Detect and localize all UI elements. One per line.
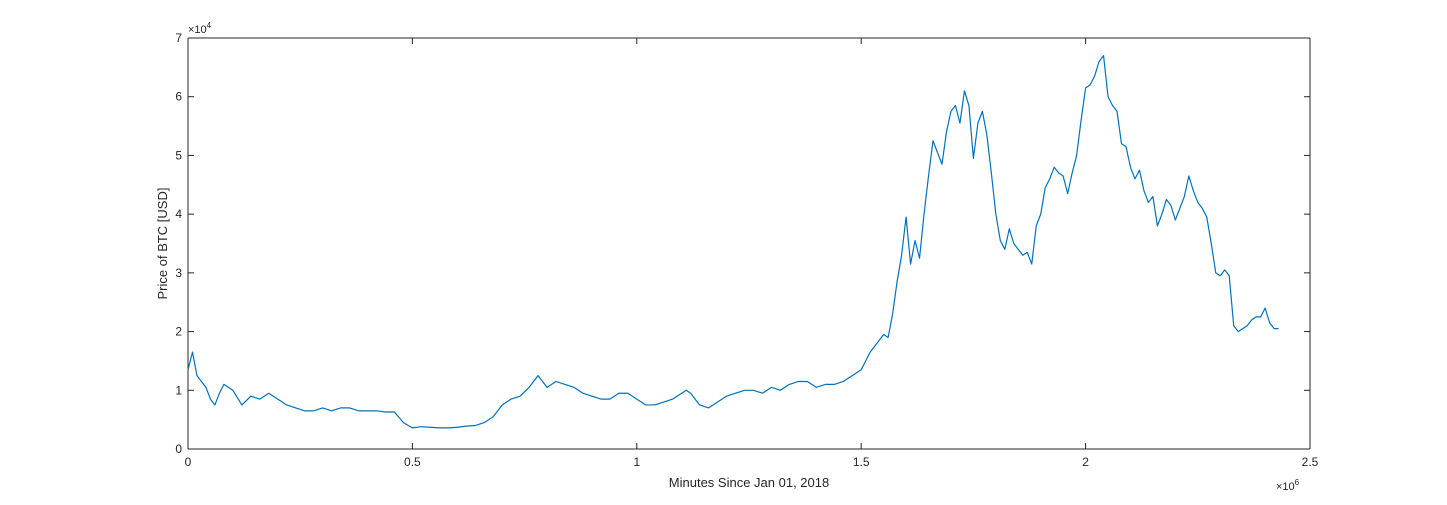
plot-area [188,38,1310,449]
x-exponent-label: ×106 [1276,478,1300,493]
x-axis-title: Minutes Since Jan 01, 2018 [669,475,829,490]
series-group [187,55,1279,429]
x-tick-label: 0 [185,455,192,469]
y-tick-label: 1 [175,383,182,397]
y-tick-label: 4 [175,207,182,221]
x-exponent-power: 6 [1295,478,1300,487]
y-tick-label: 7 [175,31,182,45]
y-exponent-label: ×104 [188,21,212,36]
series-line [187,55,1279,429]
labels: Minutes Since Jan 01, 2018 Price of BTC … [155,21,1300,493]
y-tick-label: 0 [175,442,182,456]
y-tick-label: 6 [175,90,182,104]
y-tick-label: 3 [175,266,182,280]
x-tick-label: 2 [1082,455,1089,469]
x-tick-label: 1 [633,455,640,469]
y-exponent-base: ×10 [188,24,207,36]
x-exponent-base: ×10 [1276,481,1295,493]
y-tick-label: 2 [175,325,182,339]
y-exponent-power: 4 [207,21,212,30]
y-axis-title: Price of BTC [USD] [155,188,170,300]
y-tick-label: 5 [175,148,182,162]
axes [187,37,1311,450]
x-tick-label: 2.5 [1302,455,1319,469]
x-tick-label: 1.5 [853,455,870,469]
ticks: 0 0.5 1 1.5 2 2.5 0 1 2 3 4 5 6 7 [175,31,1318,469]
x-tick-label: 0.5 [404,455,421,469]
